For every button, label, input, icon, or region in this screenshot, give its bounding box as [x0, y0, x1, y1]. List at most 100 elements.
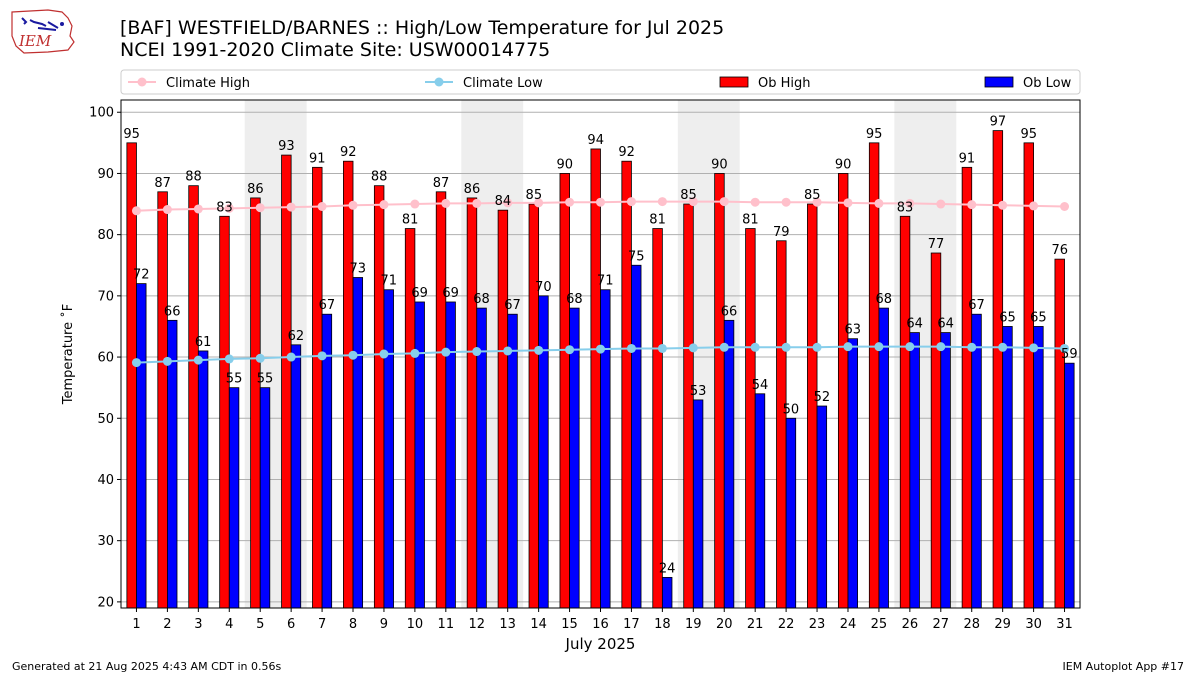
climate-low-point — [905, 342, 915, 352]
ob-low-bar — [228, 387, 240, 609]
climate-low-point — [286, 352, 296, 362]
climate-high-point — [657, 197, 667, 207]
ob-low-bar — [445, 301, 456, 609]
ob-high-bar — [281, 154, 292, 609]
ob-high-label: 88 — [371, 170, 388, 185]
ob-low-bar — [754, 393, 766, 609]
ob-high-label: 81 — [402, 213, 419, 228]
climate-high-point — [286, 202, 296, 212]
legend-label: Ob High — [758, 76, 811, 91]
ob-high-bar — [930, 252, 942, 609]
climate-low-point — [224, 354, 234, 364]
ob-high-label: 92 — [618, 145, 635, 160]
ob-high-bar — [1054, 258, 1065, 609]
climate-high-point — [534, 198, 544, 208]
y-tick-label: 20 — [97, 595, 114, 610]
ob-high-label: 93 — [278, 139, 295, 154]
temperature-chart: 9572876688618355865593629167927388718169… — [60, 69, 1081, 653]
ob-high-label: 77 — [928, 237, 945, 252]
y-axis: 20 30 40 50 60 70 80 90 100 — [89, 106, 121, 610]
ob-low-bar — [1033, 326, 1044, 609]
iem-logo: IEM — [11, 9, 75, 54]
climate-low-point — [596, 344, 605, 354]
climate-low-point — [812, 342, 822, 352]
ob-low-bar — [197, 350, 209, 609]
climate-low-point — [626, 343, 636, 353]
x-tick-label: 23 — [809, 617, 826, 632]
app-label: IEM Autoplot App #17 — [1062, 660, 1185, 673]
ob-low-label: 55 — [257, 372, 274, 387]
ob-low-bar — [940, 332, 951, 609]
ob-low-label: 52 — [814, 390, 831, 405]
ob-low-bar — [538, 295, 549, 609]
ob-high-bar — [868, 142, 880, 609]
ob-low-label: 73 — [350, 261, 367, 276]
x-tick-label: 20 — [716, 617, 733, 632]
iowa-outline-icon — [11, 9, 75, 54]
x-tick-label: 26 — [902, 617, 919, 632]
ob-low-label: 67 — [504, 298, 521, 313]
ob-high-label: 84 — [495, 194, 512, 209]
x-tick-label: 28 — [963, 617, 980, 632]
ob-high-bar — [899, 215, 911, 609]
ob-high-label: 85 — [680, 188, 697, 203]
legend: Climate High Climate Low Ob High Ob Low — [120, 69, 1081, 95]
ob-high-bar — [1023, 142, 1034, 609]
x-tick-label: 13 — [499, 617, 516, 632]
ob-high-bar — [219, 215, 230, 609]
ob-low-bar — [816, 405, 828, 609]
y-axis-label: Temperature ˚F — [60, 304, 76, 405]
ob-low-bar — [1064, 362, 1075, 609]
climate-high-point — [1060, 201, 1070, 211]
ob-high-label: 85 — [804, 188, 821, 203]
climate-low-point — [750, 342, 760, 352]
climate-low-point — [379, 349, 389, 359]
ob-high-bar — [188, 185, 199, 609]
climate-low-point — [441, 347, 451, 357]
legend-label: Climate Low — [463, 76, 543, 91]
ob-low-bar — [661, 576, 673, 609]
climate-low-point — [1060, 343, 1070, 353]
ob-low-bar — [971, 313, 982, 609]
ob-low-label: 68 — [566, 292, 583, 307]
climate-high-point — [472, 198, 482, 208]
ob-high-label: 83 — [897, 200, 914, 215]
climate-low-point — [1029, 343, 1039, 353]
ob-high-bar — [528, 203, 540, 609]
ob-high-label: 94 — [587, 133, 604, 148]
ob-high-label: 81 — [649, 213, 666, 228]
climate-low-point — [348, 350, 358, 360]
ob-high-bar — [435, 191, 447, 609]
x-tick-label: 9 — [380, 617, 388, 632]
climate-high-point — [719, 197, 729, 207]
legend-marker — [137, 77, 147, 87]
x-tick-label: 14 — [530, 617, 547, 632]
logo-text: IEM — [18, 32, 52, 50]
ob-high-label: 91 — [959, 151, 976, 166]
ob-low-label: 75 — [628, 249, 645, 264]
ob-high-label: 91 — [309, 151, 326, 166]
ob-high-label: 87 — [433, 176, 450, 191]
x-tick-label: 17 — [623, 617, 640, 632]
legend-box — [120, 69, 1081, 95]
legend-label: Ob Low — [1023, 76, 1072, 91]
climate-high-point — [441, 198, 451, 208]
ob-low-label: 69 — [442, 286, 459, 301]
ob-low-label: 65 — [1030, 310, 1047, 325]
x-tick-label: 12 — [468, 617, 485, 632]
ob-high-bar — [714, 173, 725, 609]
x-tick-label: 16 — [592, 617, 609, 632]
ob-high-label: 81 — [742, 213, 759, 228]
weather-station-icon — [21, 17, 59, 31]
ob-high-bar — [312, 166, 323, 609]
ob-low-label: 66 — [164, 304, 181, 319]
x-tick-label: 1 — [132, 617, 140, 632]
ob-high-label: 95 — [123, 127, 140, 142]
climate-low-point — [472, 347, 482, 357]
ob-low-bar — [878, 307, 889, 609]
y-tick-label: 50 — [97, 412, 114, 427]
climate-high-point — [843, 198, 853, 208]
ob-high-label: 90 — [835, 157, 852, 172]
x-axis: 1 2 3 4 5 6 7 8 9 10 11 12 13 14 15 16 17 18 19 20 21 22 23 24 2… — [132, 608, 1073, 632]
ob-low-bar — [600, 289, 611, 609]
